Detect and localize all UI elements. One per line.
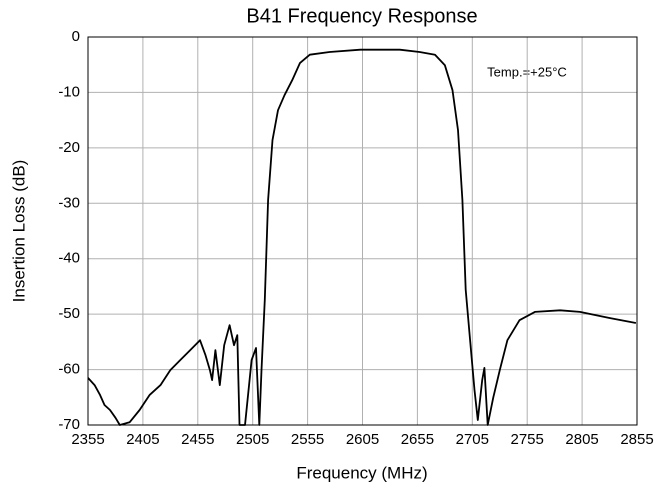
y-tick-label: 0 <box>72 28 80 45</box>
x-tick-label: 2755 <box>511 431 544 448</box>
plot-border <box>87 36 638 426</box>
y-tick-label: -30 <box>58 194 80 211</box>
y-tick-label: -20 <box>58 139 80 156</box>
x-tick-label: 2655 <box>401 431 434 448</box>
response-line <box>87 48 637 426</box>
chart-title: B41 Frequency Response <box>246 5 477 27</box>
x-axis-label: Frequency (MHz) <box>296 463 427 482</box>
y-tick-label: -70 <box>58 416 80 433</box>
x-tick-label: 2605 <box>346 431 379 448</box>
y-tick-label: -50 <box>58 305 80 322</box>
x-tick-label: 2355 <box>71 431 104 448</box>
x-tick-label: 2805 <box>565 431 598 448</box>
x-tick-label: 2855 <box>620 431 653 448</box>
x-tick-label: 2455 <box>181 431 214 448</box>
x-tick-label: 2505 <box>236 431 269 448</box>
y-tick-label: -60 <box>58 361 80 378</box>
y-tick-label: -40 <box>58 250 80 267</box>
y-axis-label: Insertion Loss (dB) <box>9 160 28 303</box>
x-tick-label: 2705 <box>456 431 489 448</box>
y-tick-label: -10 <box>58 83 80 100</box>
x-tick-label: 2555 <box>291 431 324 448</box>
x-tick-label: 2405 <box>126 431 159 448</box>
